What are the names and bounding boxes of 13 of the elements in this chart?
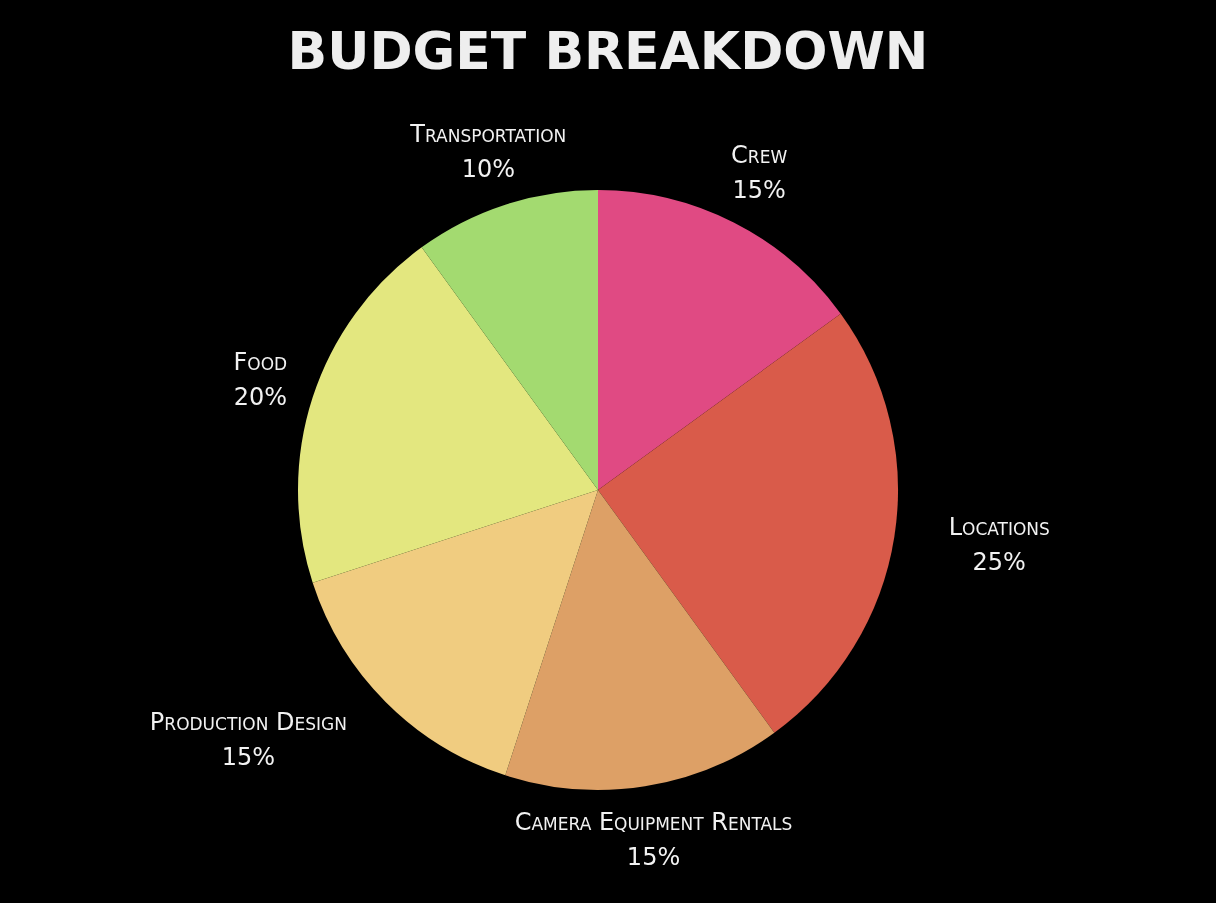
chart-title: BUDGET BREAKDOWN: [287, 20, 929, 82]
data-label: 10%: [461, 154, 515, 183]
data-label: 15%: [732, 175, 786, 204]
slice-label: Food: [233, 347, 288, 376]
data-label: 25%: [972, 547, 1026, 576]
slice-label: Crew: [731, 140, 788, 169]
slice-label: Locations: [948, 512, 1050, 541]
data-label: 15%: [221, 743, 276, 772]
slice-label: Production Design: [149, 708, 347, 737]
slice-label: Transportation: [409, 119, 567, 148]
slice-label: Camera Equipment Rentals: [514, 807, 793, 836]
data-label: 20%: [233, 382, 288, 411]
data-label: 15%: [626, 842, 681, 871]
